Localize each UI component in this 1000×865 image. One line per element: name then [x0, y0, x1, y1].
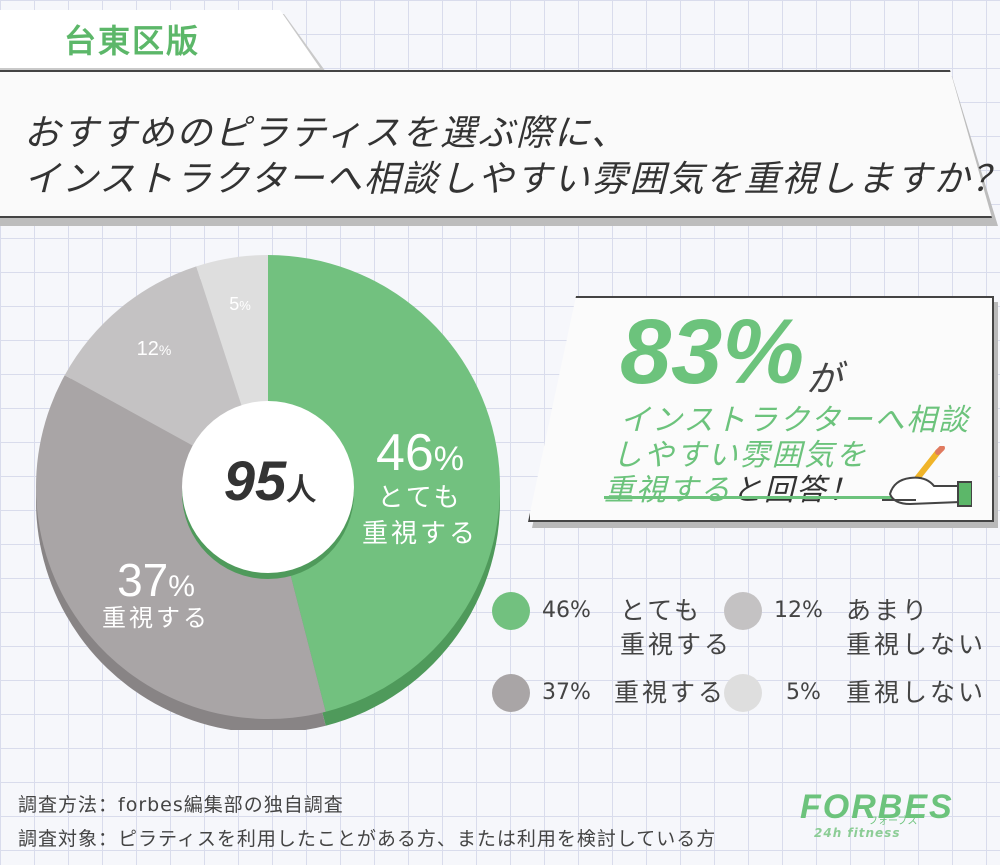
callout-line-3-green: 重視する — [604, 473, 732, 508]
callout-line-3-dark: と回答！ — [732, 473, 860, 508]
question-line-2: インストラクターへ相談しやすい雰囲気を重視しますか？ — [24, 159, 1000, 200]
callout-percent: 83% — [620, 301, 805, 403]
legend-pct-37: 37% — [542, 680, 591, 705]
legend-dot-46 — [492, 592, 530, 630]
donut-chart: 46% とても 重視する 37% 重視する 12% 5% — [36, 255, 501, 730]
slice-37pct — [36, 375, 326, 719]
respondent-count-value: 95 — [223, 449, 287, 512]
legend-label-37: 重視する — [614, 678, 727, 707]
legend-label-5: 重視しない — [846, 678, 987, 707]
respondent-count-unit: 人 — [286, 474, 317, 507]
callout-line-3: 重視すると回答！ — [604, 465, 860, 509]
question-line-1: おすすめのピラティスを選ぶ際に、 — [24, 113, 629, 154]
writing-hand-icon — [882, 446, 972, 507]
slice-label-46-line1: とても — [378, 483, 463, 513]
brand-logo-kana: フォーブス — [868, 816, 918, 827]
slice-label-46-num: 46% — [376, 424, 464, 482]
region-tag-label: 台東区版 — [64, 22, 201, 60]
slice-label-37-num: 37% — [117, 554, 195, 606]
callout-ga: が — [806, 359, 843, 400]
region-tag — [0, 10, 320, 68]
legend-dot-5 — [724, 674, 762, 712]
brand-logo-sub: 24h fitness — [814, 826, 901, 840]
slice-label-46-line2: 重視する — [362, 519, 478, 549]
legend-dot-12 — [724, 592, 762, 630]
respondent-count: 95人 — [170, 448, 370, 513]
legend-label-12: あまり 重視しない — [846, 594, 986, 662]
callout-line-2: しやすい雰囲気を — [612, 438, 868, 473]
survey-method: 調査方法：forbes編集部の独自調査 — [18, 794, 344, 816]
brand-logo: FORBES — [800, 788, 954, 826]
legend-pct-5: 5% — [786, 680, 821, 705]
legend-label-46-line2: 重視する — [620, 630, 733, 659]
legend-pct-46: 46% — [542, 598, 591, 623]
survey-target: 調査対象：ピラティスを利用したことがある方、または利用を検討している方 — [18, 828, 717, 850]
slice-label-12: 12% — [137, 338, 172, 360]
legend-label-12-line2: 重視しない — [846, 630, 987, 659]
legend-dot-37 — [492, 674, 530, 712]
slice-label-37-line1: 重視する — [102, 604, 210, 632]
question-box — [0, 70, 992, 218]
legend-label-12-line1: あまり — [846, 596, 931, 625]
slice-label-5: 5% — [229, 294, 251, 314]
legend-label-46: とても 重視する — [620, 594, 732, 662]
legend-pct-12: 12% — [774, 598, 823, 623]
slice-46pct — [268, 255, 501, 712]
legend-label-46-line1: とても — [620, 596, 703, 625]
callout-line-1: インストラクターへ相談 — [620, 403, 971, 438]
callout-underline — [604, 496, 894, 499]
donut-hole — [182, 401, 354, 573]
